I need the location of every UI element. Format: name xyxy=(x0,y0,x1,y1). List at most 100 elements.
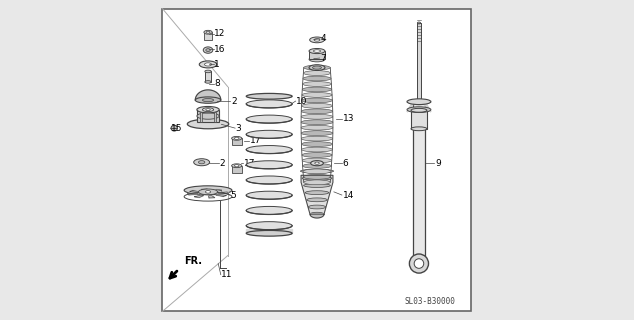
Ellipse shape xyxy=(301,109,333,114)
Ellipse shape xyxy=(206,49,210,52)
Text: 8: 8 xyxy=(214,79,220,88)
Ellipse shape xyxy=(302,164,332,168)
Ellipse shape xyxy=(204,30,212,34)
Ellipse shape xyxy=(314,162,320,164)
Ellipse shape xyxy=(235,137,239,140)
Ellipse shape xyxy=(302,147,332,152)
Ellipse shape xyxy=(198,189,217,195)
Ellipse shape xyxy=(202,108,214,112)
Ellipse shape xyxy=(307,198,327,202)
Ellipse shape xyxy=(205,70,211,73)
Ellipse shape xyxy=(171,125,178,131)
Text: FR.: FR. xyxy=(184,256,202,266)
Polygon shape xyxy=(407,102,413,112)
Ellipse shape xyxy=(205,81,211,83)
Polygon shape xyxy=(246,229,292,233)
Ellipse shape xyxy=(246,130,292,138)
Text: 5: 5 xyxy=(230,190,236,200)
Text: 7: 7 xyxy=(320,53,326,62)
Ellipse shape xyxy=(231,136,242,140)
Text: 6: 6 xyxy=(342,159,348,168)
Ellipse shape xyxy=(199,61,217,68)
Ellipse shape xyxy=(302,98,332,103)
Ellipse shape xyxy=(309,49,325,53)
Polygon shape xyxy=(188,194,198,195)
Ellipse shape xyxy=(411,108,427,112)
Bar xyxy=(205,71,211,82)
Ellipse shape xyxy=(302,176,332,180)
Ellipse shape xyxy=(205,191,210,193)
Bar xyxy=(204,32,212,40)
Ellipse shape xyxy=(313,66,321,69)
Ellipse shape xyxy=(246,176,292,184)
Text: 16: 16 xyxy=(214,45,226,54)
Polygon shape xyxy=(212,189,222,192)
Polygon shape xyxy=(216,195,226,196)
Circle shape xyxy=(410,254,429,273)
Ellipse shape xyxy=(303,169,331,174)
Ellipse shape xyxy=(311,161,323,166)
Ellipse shape xyxy=(304,65,330,70)
Polygon shape xyxy=(218,192,228,193)
Polygon shape xyxy=(425,102,431,112)
Ellipse shape xyxy=(246,100,292,108)
Polygon shape xyxy=(310,214,324,218)
Ellipse shape xyxy=(301,125,333,130)
Bar xyxy=(197,110,219,123)
Ellipse shape xyxy=(309,57,325,62)
Ellipse shape xyxy=(197,113,219,119)
Bar xyxy=(214,112,216,122)
Ellipse shape xyxy=(302,92,332,97)
Ellipse shape xyxy=(308,205,326,209)
FancyBboxPatch shape xyxy=(162,9,471,311)
Ellipse shape xyxy=(197,107,219,113)
Text: SL03-B30000: SL03-B30000 xyxy=(404,297,455,306)
Ellipse shape xyxy=(309,65,325,70)
Ellipse shape xyxy=(301,114,333,119)
Bar xyxy=(231,166,242,173)
Ellipse shape xyxy=(302,153,332,157)
Text: 9: 9 xyxy=(435,159,441,168)
Ellipse shape xyxy=(204,47,213,53)
Text: 2: 2 xyxy=(231,97,236,106)
Ellipse shape xyxy=(198,161,205,164)
Ellipse shape xyxy=(301,169,333,173)
Polygon shape xyxy=(209,196,215,198)
Ellipse shape xyxy=(302,87,332,92)
Bar xyxy=(231,138,242,145)
Text: 11: 11 xyxy=(221,270,233,279)
Text: 15: 15 xyxy=(171,124,183,132)
Text: 14: 14 xyxy=(342,190,354,200)
Ellipse shape xyxy=(303,76,331,81)
Bar xyxy=(411,110,427,129)
Ellipse shape xyxy=(313,50,321,52)
Ellipse shape xyxy=(301,120,333,124)
Text: 17: 17 xyxy=(243,159,256,168)
Ellipse shape xyxy=(302,158,332,163)
Ellipse shape xyxy=(413,263,425,267)
Ellipse shape xyxy=(304,71,330,76)
Polygon shape xyxy=(195,195,204,197)
Ellipse shape xyxy=(206,109,210,111)
Ellipse shape xyxy=(246,222,292,230)
Ellipse shape xyxy=(304,180,330,185)
Circle shape xyxy=(414,259,424,268)
Text: 17: 17 xyxy=(250,136,262,145)
Ellipse shape xyxy=(301,136,333,141)
Ellipse shape xyxy=(184,186,232,195)
Ellipse shape xyxy=(246,206,292,214)
Ellipse shape xyxy=(246,161,292,169)
Ellipse shape xyxy=(246,191,292,199)
Ellipse shape xyxy=(195,97,221,103)
Ellipse shape xyxy=(246,93,292,99)
Polygon shape xyxy=(195,90,221,100)
Ellipse shape xyxy=(205,63,212,66)
Polygon shape xyxy=(190,190,200,192)
Text: 4: 4 xyxy=(320,35,326,44)
Ellipse shape xyxy=(194,159,210,166)
Ellipse shape xyxy=(246,230,292,236)
Ellipse shape xyxy=(301,131,333,136)
Ellipse shape xyxy=(411,127,427,131)
Ellipse shape xyxy=(187,119,229,129)
Ellipse shape xyxy=(231,164,242,168)
